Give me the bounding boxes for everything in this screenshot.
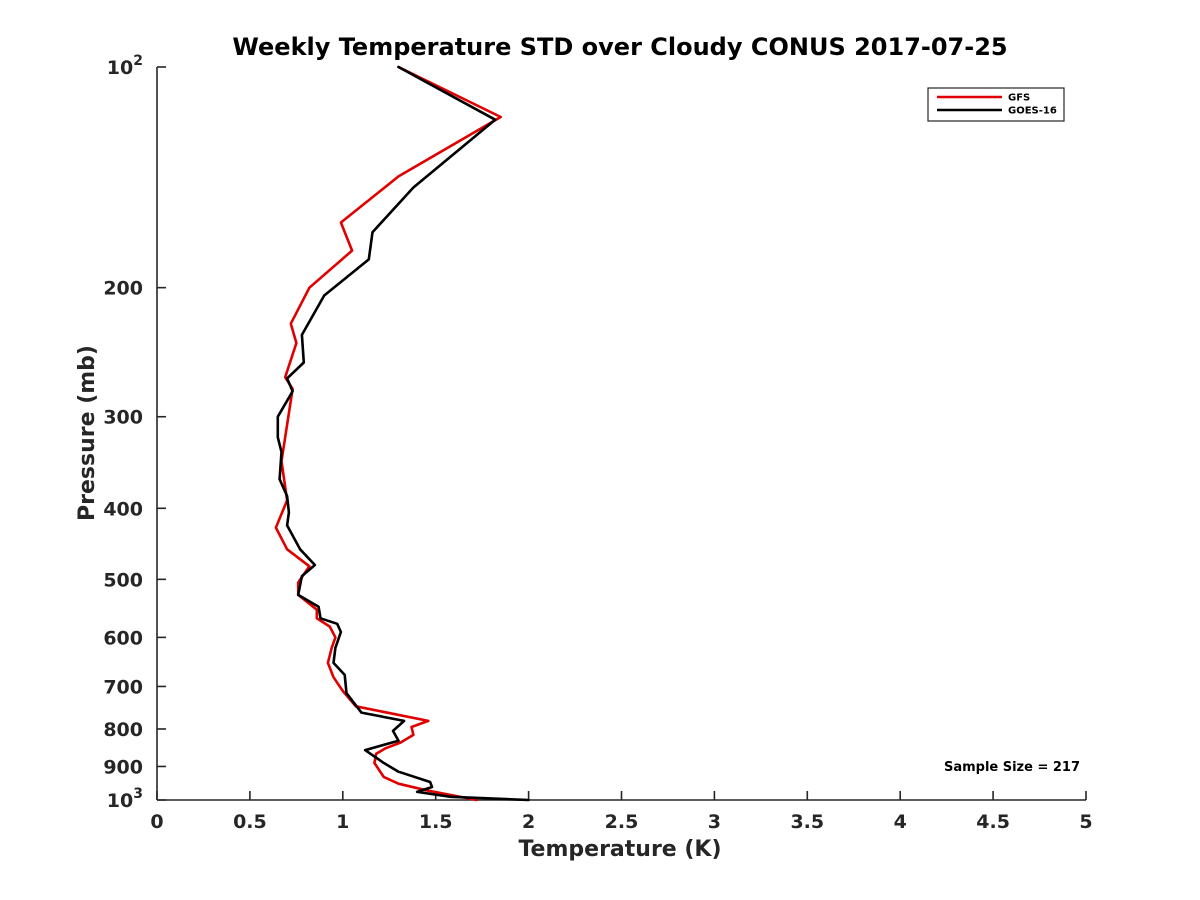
y-tick-label-exponent: 3 (133, 786, 143, 802)
x-axis-label: Temperature (K) (518, 837, 721, 862)
y-tick-label-base: 300 (103, 407, 143, 429)
series-line-goes16 (276, 65, 530, 802)
x-tick-label: 5 (1079, 811, 1092, 833)
series-layer (274, 65, 530, 802)
x-tick-label: 2.5 (605, 811, 639, 833)
y-tick-label: 600 (103, 627, 143, 649)
x-tick-label: 3.5 (790, 811, 824, 833)
y-tick-label: 102 (107, 53, 143, 79)
x-tick-label: 4 (894, 811, 907, 833)
y-axis-label: Pressure (mb) (75, 345, 100, 521)
x-tick-label: 0.5 (233, 811, 267, 833)
legend-box (927, 87, 1065, 122)
y-tick-label: 300 (103, 407, 143, 429)
legend: GFS GOES-16 (927, 87, 1065, 122)
y-tick-label: 900 (103, 756, 143, 778)
y-tick-label: 103 (107, 786, 143, 812)
y-tick-label: 400 (103, 498, 143, 520)
y-tick-label-base: 200 (103, 278, 143, 300)
x-tick-label: 4.5 (976, 811, 1010, 833)
x-ticks: 0 0.5 1 1.5 2 2.5 3 3.5 4 4.5 5 (150, 791, 1093, 833)
series-line-gfs (274, 65, 503, 802)
y-tick-label-base: 900 (103, 756, 143, 778)
chart-title: Weekly Temperature STD over Cloudy CONUS… (232, 33, 1007, 61)
y-tick-label-base: 10 (107, 57, 133, 79)
y-tick-label-base: 500 (103, 569, 143, 591)
y-tick-label: 800 (103, 719, 143, 741)
y-tick-label-base: 400 (103, 498, 143, 520)
x-tick-label: 3 (708, 811, 721, 833)
y-tick-label: 700 (103, 676, 143, 698)
sample-size-annotation: Sample Size = 217 (944, 760, 1080, 775)
x-tick-label: 1 (336, 811, 349, 833)
x-tick-label: 1.5 (419, 811, 453, 833)
y-tick-label-exponent: 2 (133, 53, 143, 69)
y-tick-label-base: 700 (103, 676, 143, 698)
y-tick-label-base: 10 (107, 790, 133, 812)
legend-label-gfs: GFS (1008, 93, 1030, 104)
y-tick-label: 200 (103, 278, 143, 300)
x-tick-label: 2 (522, 811, 535, 833)
x-tick-label: 0 (150, 811, 163, 833)
y-tick-label-base: 800 (103, 719, 143, 741)
y-tick-label: 500 (103, 569, 143, 591)
legend-label-goes16: GOES-16 (1008, 106, 1057, 117)
y-tick-label-base: 600 (103, 627, 143, 649)
